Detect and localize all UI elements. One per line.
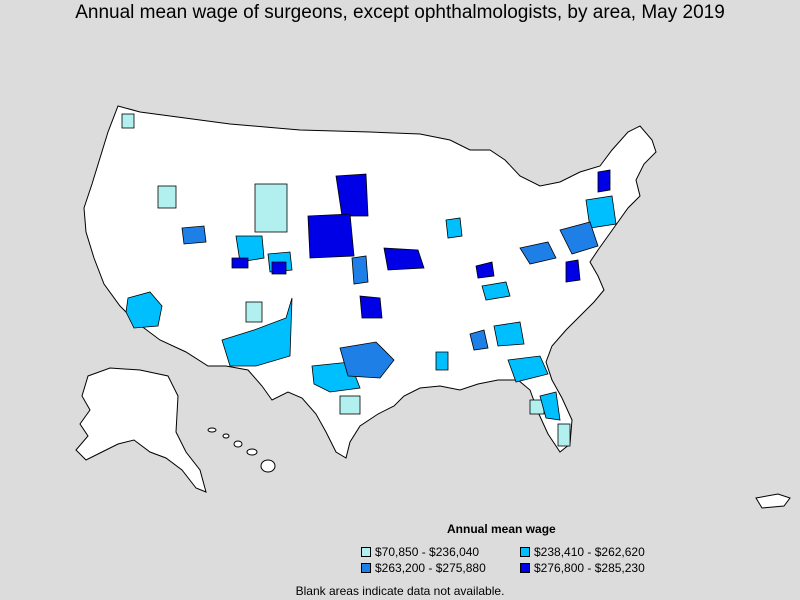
legend-title: Annual mean wage — [447, 522, 556, 536]
legend-item-tier-2: $238,410 - $262,620 — [520, 545, 645, 559]
area-tier-2 — [539, 391, 561, 421]
area-tier-3 — [469, 329, 489, 351]
area-tier-4 — [383, 247, 425, 271]
area-tier-2 — [481, 281, 511, 301]
area-tier-3 — [519, 241, 557, 265]
area-tier-4 — [271, 261, 287, 275]
area-tier-1 — [121, 113, 135, 129]
legend-label: $70,850 - $236,040 — [375, 545, 480, 559]
area-tier-3 — [351, 255, 369, 285]
hawaii-islands — [207, 427, 276, 473]
legend-item-tier-1: $70,850 - $236,040 — [361, 545, 479, 559]
area-tier-2 — [235, 235, 265, 263]
legend-label: $263,200 - $275,880 — [375, 561, 486, 575]
area-tier-2 — [585, 195, 617, 229]
area-tier-2 — [507, 355, 549, 383]
area-tier-2 — [221, 297, 293, 367]
legend-label: $276,800 - $285,230 — [534, 561, 645, 575]
area-tier-2 — [125, 291, 163, 329]
area-tier-1 — [157, 185, 177, 209]
area-tier-1 — [254, 183, 288, 233]
area-tier-4 — [335, 173, 369, 217]
area-tier-4 — [359, 295, 383, 319]
area-tier-3 — [339, 341, 395, 379]
legend-item-tier-4: $276,800 - $285,230 — [520, 561, 645, 575]
area-tier-3 — [181, 225, 207, 245]
area-tier-1 — [339, 395, 361, 415]
legend-swatch — [361, 563, 371, 573]
area-tier-2 — [435, 351, 449, 371]
area-tier-2 — [445, 217, 463, 239]
shaded-areas — [121, 113, 617, 447]
legend-swatch — [520, 563, 530, 573]
area-tier-4 — [231, 257, 249, 269]
area-tier-1 — [557, 423, 571, 447]
legend-label: $238,410 - $262,620 — [534, 545, 645, 559]
area-tier-4 — [307, 213, 355, 259]
area-tier-4 — [597, 169, 611, 193]
area-tier-1 — [245, 301, 263, 323]
area-tier-2 — [493, 321, 525, 347]
map-title: Annual mean wage of surgeons, except oph… — [75, 2, 725, 23]
legend-item-tier-3: $263,200 - $275,880 — [361, 561, 486, 575]
puerto-rico-outline — [755, 493, 791, 509]
area-tier-4 — [565, 259, 581, 283]
alaska-outline — [75, 367, 207, 493]
legend-swatch — [361, 547, 371, 557]
legend-swatch — [520, 547, 530, 557]
area-tier-4 — [475, 261, 495, 279]
area-tier-3 — [559, 221, 599, 255]
footnote: Blank areas indicate data not available. — [295, 584, 505, 598]
